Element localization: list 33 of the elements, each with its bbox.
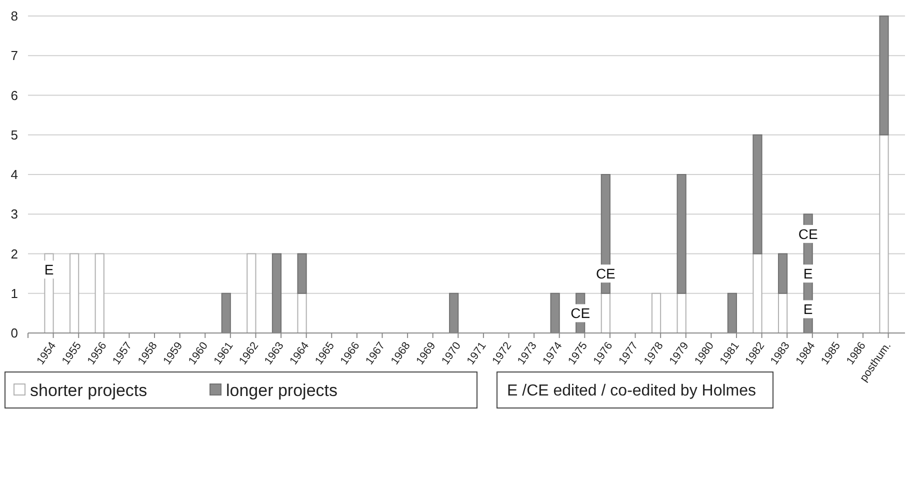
- legend-label: shorter projects: [30, 380, 148, 400]
- bar: [752, 134, 762, 254]
- y-tick-label: 1: [10, 286, 18, 301]
- annotation: E: [44, 262, 54, 278]
- bar: [778, 253, 788, 294]
- y-tick-label: 3: [10, 206, 18, 222]
- bar: [297, 292, 307, 334]
- bar: [778, 292, 788, 334]
- bar: [94, 253, 104, 334]
- bar: [70, 253, 80, 334]
- y-tick-label: 8: [10, 8, 18, 24]
- bar: [879, 134, 889, 334]
- bar: [879, 16, 889, 136]
- bar: [651, 292, 662, 334]
- annotation: CE: [570, 305, 590, 322]
- y-tick-label: 0: [10, 326, 18, 341]
- y-tick-label: 5: [10, 127, 18, 142]
- bar: [246, 253, 256, 334]
- bar: [676, 174, 686, 294]
- y-tick-label: 4: [10, 167, 18, 182]
- annotation: E: [803, 301, 813, 318]
- y-tick-label: 7: [10, 48, 18, 64]
- annotation: CE: [596, 265, 616, 282]
- annotation: CE: [798, 226, 818, 242]
- y-tick-label: 2: [10, 246, 18, 262]
- annotation: E: [803, 265, 813, 282]
- bar: [297, 253, 307, 294]
- bar: [752, 253, 762, 334]
- bar: [600, 292, 610, 334]
- y-tick-label: 6: [10, 88, 18, 103]
- text: E /CE edited / co-edited by Holmes: [507, 382, 756, 400]
- bar: [676, 292, 686, 334]
- legend-label: longer projects: [226, 380, 338, 400]
